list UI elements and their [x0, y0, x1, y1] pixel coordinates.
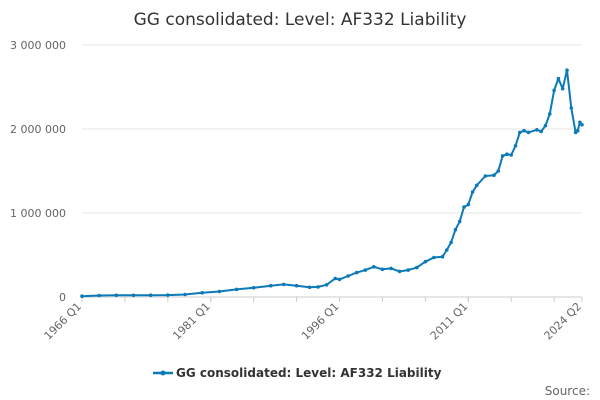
data-point[interactable]: [269, 283, 273, 288]
source-label: Source:: [545, 384, 590, 398]
series-line: [81, 69, 583, 298]
y-tick-label: 0: [59, 291, 66, 304]
data-point[interactable]: [565, 68, 569, 72]
gridlines: [82, 44, 582, 214]
data-point[interactable]: [457, 219, 462, 224]
data-point[interactable]: [449, 240, 453, 245]
data-point[interactable]: [234, 287, 239, 292]
data-point[interactable]: [440, 254, 445, 259]
data-point[interactable]: [513, 144, 518, 148]
x-tick-label: 1966 Q1: [42, 300, 85, 343]
data-point[interactable]: [548, 112, 552, 116]
data-point[interactable]: [183, 292, 187, 297]
data-point[interactable]: [496, 169, 501, 173]
data-point[interactable]: [560, 86, 565, 91]
data-point[interactable]: [505, 152, 509, 156]
data-point[interactable]: [432, 255, 436, 260]
data-point[interactable]: [354, 270, 359, 275]
data-point[interactable]: [406, 268, 411, 272]
data-point[interactable]: [80, 294, 84, 299]
data-point[interactable]: [453, 228, 458, 232]
data-point[interactable]: [389, 266, 393, 271]
data-point[interactable]: [535, 128, 539, 132]
legend-marker-symbol: [160, 370, 166, 376]
data-point[interactable]: [415, 265, 419, 270]
data-point[interactable]: [470, 190, 475, 194]
data-point[interactable]: [363, 268, 368, 272]
data-point[interactable]: [445, 248, 449, 252]
chart-title: GG consolidated: Level: AF332 Liability: [134, 10, 467, 30]
data-point[interactable]: [578, 120, 582, 125]
data-point[interactable]: [483, 174, 488, 178]
data-point[interactable]: [575, 128, 580, 133]
y-tick-label: 3 000 000: [10, 39, 66, 52]
y-axis-ticks: 0 1 000 000 2 000 000 3 000 000: [10, 39, 66, 304]
series-layer: [80, 68, 584, 299]
x-tick-label: 1981 Q1: [170, 300, 213, 343]
data-point[interactable]: [372, 265, 376, 269]
data-point[interactable]: [346, 274, 350, 278]
data-point[interactable]: [526, 130, 531, 135]
data-point[interactable]: [522, 128, 526, 133]
data-point[interactable]: [462, 205, 466, 209]
data-point[interactable]: [333, 276, 338, 281]
data-point[interactable]: [552, 88, 556, 93]
x-axis-ticks: 1966 Q1 1981 Q1 1996 Q1 2011 Q1 2024 Q2: [42, 297, 585, 343]
data-point[interactable]: [337, 277, 342, 282]
data-point[interactable]: [397, 269, 402, 274]
data-point[interactable]: [543, 123, 548, 128]
data-point[interactable]: [466, 202, 471, 207]
data-point[interactable]: [556, 76, 561, 81]
data-point[interactable]: [475, 183, 479, 188]
data-point[interactable]: [281, 282, 286, 287]
data-point[interactable]: [251, 286, 256, 290]
data-point[interactable]: [500, 154, 505, 158]
x-tick-label: 2011 Q1: [428, 300, 471, 343]
data-point[interactable]: [114, 293, 119, 298]
y-tick-label: 2 000 000: [10, 123, 66, 136]
data-point[interactable]: [131, 293, 136, 298]
legend-label: GG consolidated: Level: AF332 Liability: [176, 366, 442, 380]
data-point[interactable]: [316, 285, 320, 289]
data-point[interactable]: [97, 293, 101, 298]
data-point[interactable]: [492, 173, 496, 177]
data-point[interactable]: [148, 293, 153, 298]
y-tick-label: 1 000 000: [10, 207, 66, 220]
data-point[interactable]: [518, 130, 522, 135]
data-point[interactable]: [294, 283, 299, 288]
x-tick-label: 2024 Q2: [542, 300, 585, 343]
data-point[interactable]: [509, 153, 513, 157]
data-point[interactable]: [217, 289, 222, 294]
data-point[interactable]: [569, 106, 574, 110]
data-point[interactable]: [580, 123, 584, 127]
data-point[interactable]: [380, 267, 385, 272]
x-tick-label: 1996 Q1: [299, 300, 342, 343]
data-point[interactable]: [324, 283, 329, 287]
data-point[interactable]: [200, 291, 204, 295]
data-point[interactable]: [539, 129, 543, 134]
data-point[interactable]: [166, 293, 170, 297]
data-point[interactable]: [307, 285, 312, 290]
legend[interactable]: GG consolidated: Level: AF332 Liability: [153, 366, 442, 380]
data-point[interactable]: [423, 259, 428, 264]
